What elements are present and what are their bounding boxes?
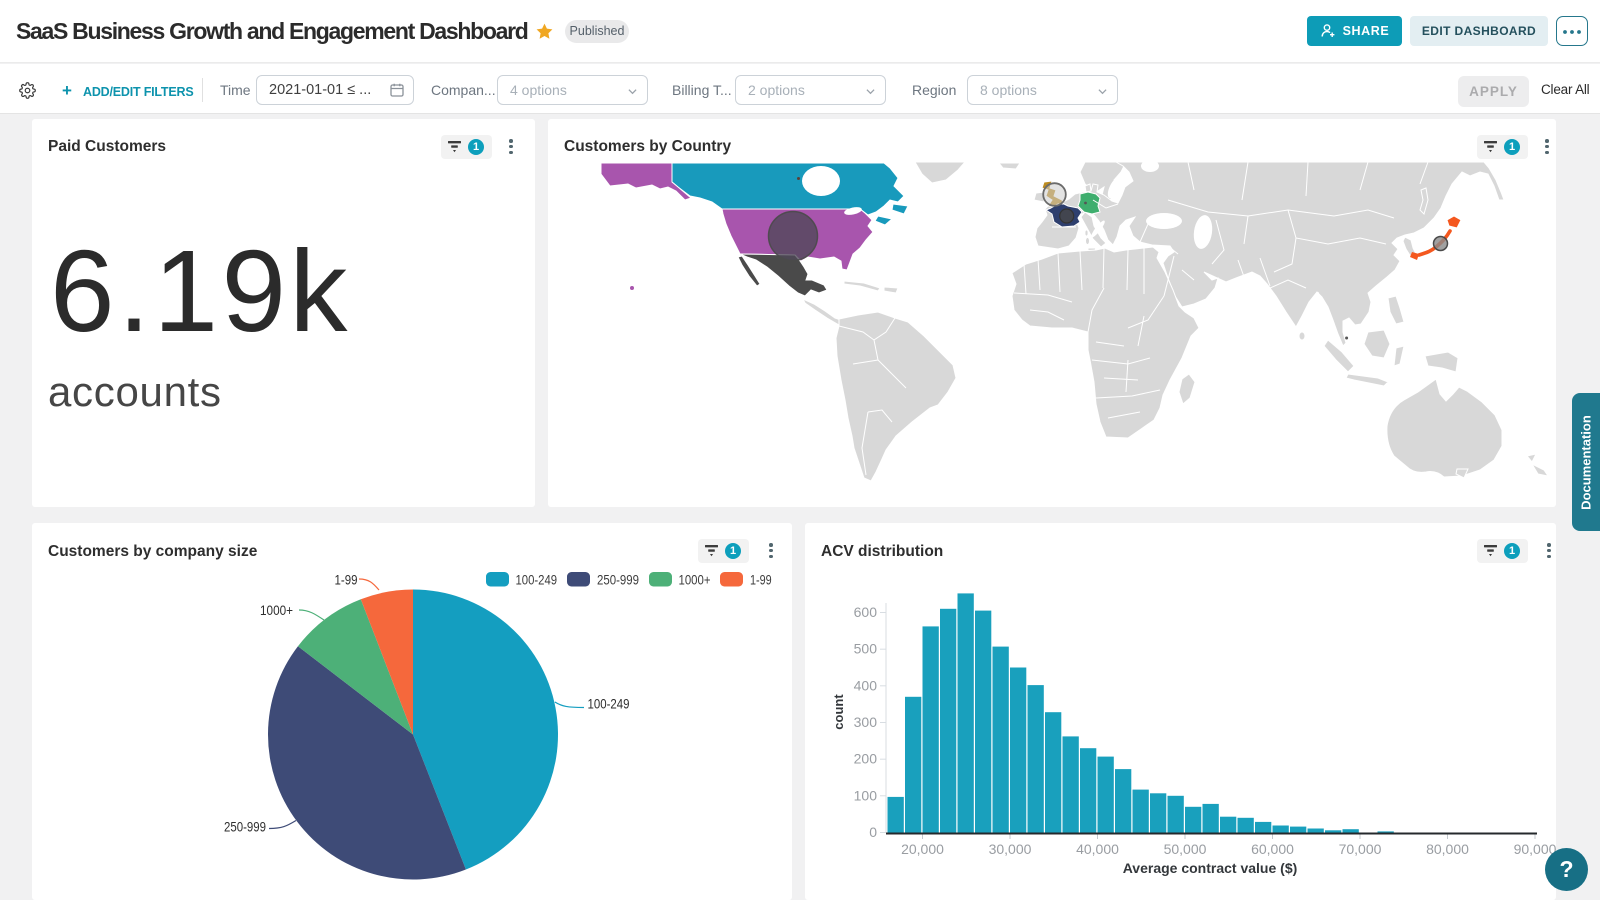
svg-text:100-249: 100-249: [516, 573, 558, 588]
svg-text:600: 600: [854, 604, 878, 620]
svg-text:1-99: 1-99: [750, 573, 772, 588]
svg-text:250-999: 250-999: [597, 573, 639, 588]
svg-text:100: 100: [854, 787, 878, 803]
svg-text:30,000: 30,000: [989, 841, 1032, 857]
svg-text:300: 300: [854, 714, 878, 730]
svg-text:40,000: 40,000: [1076, 841, 1119, 857]
svg-text:1000+: 1000+: [679, 573, 711, 588]
svg-text:400: 400: [854, 677, 878, 693]
svg-text:1-99: 1-99: [335, 572, 358, 588]
svg-text:50,000: 50,000: [1164, 841, 1207, 857]
svg-text:count: count: [831, 694, 846, 730]
svg-text:250-999: 250-999: [224, 819, 266, 835]
svg-text:200: 200: [854, 751, 878, 767]
svg-text:500: 500: [854, 641, 878, 657]
svg-text:90,000: 90,000: [1514, 841, 1556, 857]
svg-text:70,000: 70,000: [1339, 841, 1382, 857]
svg-text:100-249: 100-249: [588, 696, 630, 712]
svg-text:1000+: 1000+: [260, 602, 293, 618]
svg-text:20,000: 20,000: [901, 841, 944, 857]
svg-text:0: 0: [869, 824, 877, 840]
svg-text:60,000: 60,000: [1251, 841, 1294, 857]
svg-text:80,000: 80,000: [1426, 841, 1469, 857]
svg-text:Average contract value ($): Average contract value ($): [1123, 860, 1298, 876]
